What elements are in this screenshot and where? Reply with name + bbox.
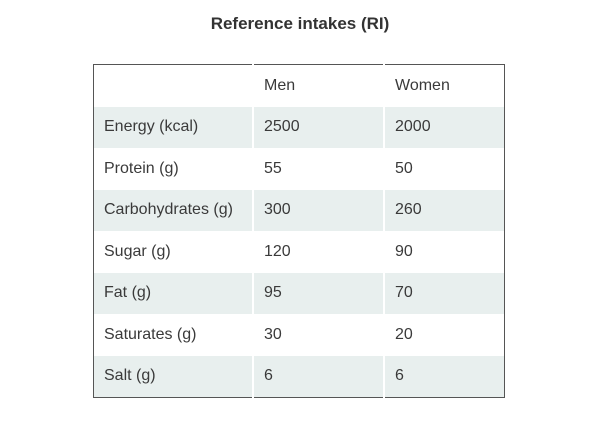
table-row: Protein (g) 55 50 xyxy=(94,148,505,190)
men-value-cell: 6 xyxy=(252,355,384,398)
men-value-cell: 120 xyxy=(252,231,384,273)
table-row: Energy (kcal) 2500 2000 xyxy=(93,106,505,148)
reference-intakes-table: Men Women Energy (kcal) 2500 2000 Protei… xyxy=(93,64,505,398)
nutrient-cell: Fat (g) xyxy=(93,272,253,314)
table-header-row: Men Women xyxy=(93,64,505,107)
nutrient-cell: Carbohydrates (g) xyxy=(93,189,253,231)
women-value-cell: 50 xyxy=(383,148,505,190)
nutrient-cell: Protein (g) xyxy=(104,159,179,177)
header-men: Men xyxy=(252,64,384,107)
table-row: Fat (g) 95 70 xyxy=(93,272,505,314)
table-row: Carbohydrates (g) 300 260 xyxy=(93,189,505,231)
women-value-cell: 90 xyxy=(383,231,505,273)
men-value-cell: 2500 xyxy=(252,106,384,148)
men-value-cell: 95 xyxy=(252,272,384,314)
women-value-cell: 260 xyxy=(383,189,505,231)
men-value-cell: 55 xyxy=(252,148,384,190)
nutrient-cell: Salt (g) xyxy=(93,355,253,398)
nutrient-cell: Sugar (g) xyxy=(104,242,171,260)
table-row: Sugar (g) 120 90 xyxy=(94,231,505,273)
nutrient-cell: Energy (kcal) xyxy=(93,106,253,148)
women-value-cell: 6 xyxy=(383,355,505,398)
table-row: Salt (g) 6 6 xyxy=(93,355,505,398)
header-nutrient xyxy=(93,64,253,107)
nutrient-cell: Saturates (g) xyxy=(104,325,197,343)
women-value-cell: 20 xyxy=(383,314,505,356)
table-row: Saturates (g) 30 20 xyxy=(94,314,505,356)
men-value-cell: 30 xyxy=(252,314,384,356)
page-title: Reference intakes (RI) xyxy=(210,14,390,33)
women-value-cell: 2000 xyxy=(383,106,505,148)
men-value-cell: 300 xyxy=(252,189,384,231)
header-women: Women xyxy=(383,64,505,107)
women-value-cell: 70 xyxy=(383,272,505,314)
